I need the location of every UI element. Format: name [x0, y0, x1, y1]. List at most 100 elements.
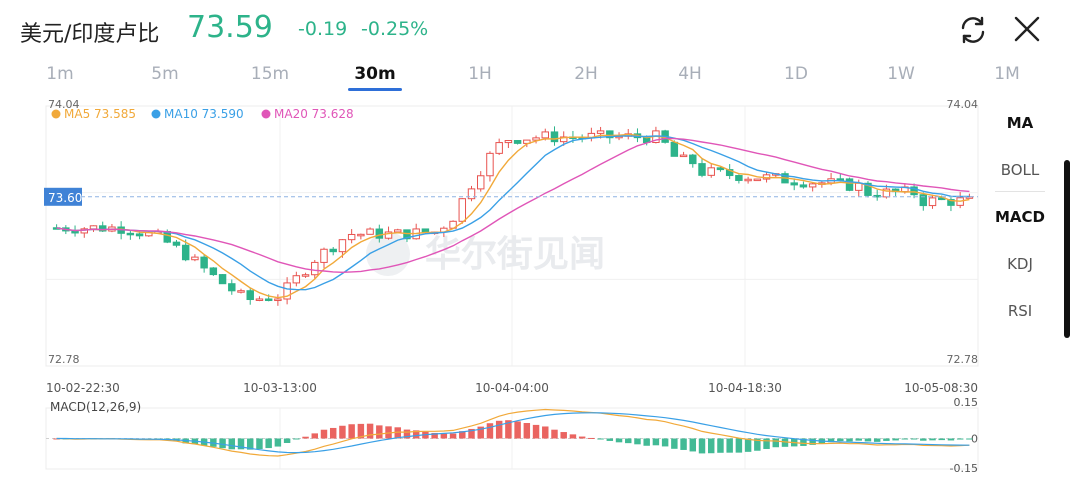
macd-bar: [440, 433, 448, 439]
macd-bar: [449, 433, 457, 439]
macd-bar: [495, 420, 503, 439]
candle-body: [513, 140, 522, 144]
indicator-macd[interactable]: MACD: [995, 208, 1045, 226]
macd-bar: [864, 438, 872, 442]
macd-bar: [717, 438, 724, 453]
indicator-kdj[interactable]: KDJ: [1007, 255, 1033, 273]
candle-body: [228, 283, 236, 292]
candlestick-chart[interactable]: 华尔街见闻 73.60 74.04 74.04 72.78 72.78 MA5 73.585…: [0, 96, 1000, 498]
macd-bar: [671, 438, 678, 449]
candle-body: [910, 186, 918, 196]
candle-body: [707, 167, 715, 176]
chart-area[interactable]: 华尔街见闻 73.60 74.04 74.04 72.78 72.78 MA5 73.585…: [0, 96, 1000, 498]
current-price: 73.59: [187, 10, 273, 45]
candle-body: [172, 241, 181, 246]
macd-bar: [357, 423, 365, 439]
tab-2h[interactable]: 2H: [574, 64, 598, 84]
candle-body: [89, 225, 98, 230]
macd-bar: [274, 438, 282, 447]
macd-max-label: 0.15: [954, 396, 979, 409]
macd-bar: [744, 438, 752, 452]
candle-body: [596, 130, 605, 134]
close-icon[interactable]: [1012, 14, 1042, 44]
macd-bar: [256, 438, 263, 450]
macd-bar: [597, 438, 604, 440]
price-max-label-left: 74.04: [48, 98, 80, 111]
tab-1w[interactable]: 1W: [887, 64, 915, 84]
candle-body: [394, 229, 402, 233]
indicator-boll[interactable]: BOLL: [1000, 161, 1040, 179]
tab-15m[interactable]: 15m: [250, 64, 290, 84]
macd-dea-line: [56, 412, 970, 454]
tab-1m[interactable]: 1m: [46, 64, 74, 84]
currency-pair-title: 美元/印度卢比: [20, 22, 160, 47]
candle-body: [338, 239, 347, 253]
candle-body: [181, 244, 190, 261]
macd-bar: [689, 438, 697, 452]
x-axis-label: 10-03-13:00: [243, 381, 317, 395]
price-max-label-right: 74.04: [947, 98, 979, 111]
macd-bar: [486, 423, 494, 439]
watermark: 华尔街见闻: [425, 234, 605, 275]
tab-30m[interactable]: 30m: [354, 64, 396, 84]
tab-1m[interactable]: 1M: [994, 64, 1020, 84]
candle-body: [670, 141, 679, 157]
candle-body: [126, 232, 135, 236]
x-axis-label: 10-04-04:00: [475, 381, 549, 395]
candle-body: [735, 175, 743, 181]
candle-body: [98, 225, 107, 232]
candle-body: [347, 233, 356, 241]
tab-1d[interactable]: 1D: [784, 64, 808, 84]
macd-bar: [505, 420, 512, 439]
indicator-divider: [995, 191, 1045, 192]
refresh-icon[interactable]: [957, 14, 989, 46]
candle-body: [283, 282, 291, 300]
macd-bar: [468, 428, 475, 439]
macd-bar: [588, 437, 595, 439]
tab-5m[interactable]: 5m: [151, 64, 179, 84]
macd-label: MACD(12,26,9): [50, 400, 141, 414]
candle-body: [606, 130, 614, 139]
macd-bar: [578, 436, 586, 439]
macd-bar: [265, 438, 272, 449]
macd-bar: [956, 438, 964, 440]
candle-body: [255, 298, 264, 301]
macd-bar: [302, 436, 309, 439]
candle-body: [467, 188, 476, 200]
candle-body: [919, 194, 928, 207]
ma5-line: [56, 133, 970, 299]
macd-bar: [643, 438, 650, 446]
candle-body: [504, 140, 513, 144]
tab-1h[interactable]: 1H: [468, 64, 492, 84]
macd-bar: [726, 438, 733, 453]
candle-body: [532, 137, 540, 141]
tab-4h[interactable]: 4H: [678, 64, 702, 84]
candle-body: [873, 194, 881, 198]
candle-body: [559, 136, 568, 143]
price-min-label-left: 72.78: [48, 353, 80, 366]
scrollbar[interactable]: [1064, 160, 1070, 338]
x-axis-label: 10-05-08:30: [904, 381, 978, 395]
candle-body: [200, 256, 208, 269]
macd-bar: [523, 423, 531, 439]
macd-min-label: -0.15: [950, 462, 978, 475]
macd-bar: [708, 438, 715, 454]
candle-body: [864, 182, 872, 196]
indicator-ma[interactable]: MA: [1006, 114, 1034, 132]
macd-bar: [947, 438, 955, 441]
macd-bar: [459, 431, 466, 439]
candle-body: [246, 290, 254, 301]
macd-bar: [698, 438, 706, 454]
macd-bar: [569, 434, 577, 439]
macd-bar: [412, 430, 420, 439]
legend-dot-ma5: [51, 109, 61, 119]
candle-body: [947, 199, 955, 206]
indicator-rsi[interactable]: RSI: [1007, 302, 1033, 320]
macd-bar: [901, 438, 909, 440]
last-price-label: 73.60: [48, 191, 82, 205]
candle-body: [384, 231, 393, 239]
macd-bar: [800, 438, 807, 446]
macd-bar: [846, 438, 853, 442]
last-price-badge: [44, 187, 82, 206]
candle-body: [320, 248, 328, 263]
